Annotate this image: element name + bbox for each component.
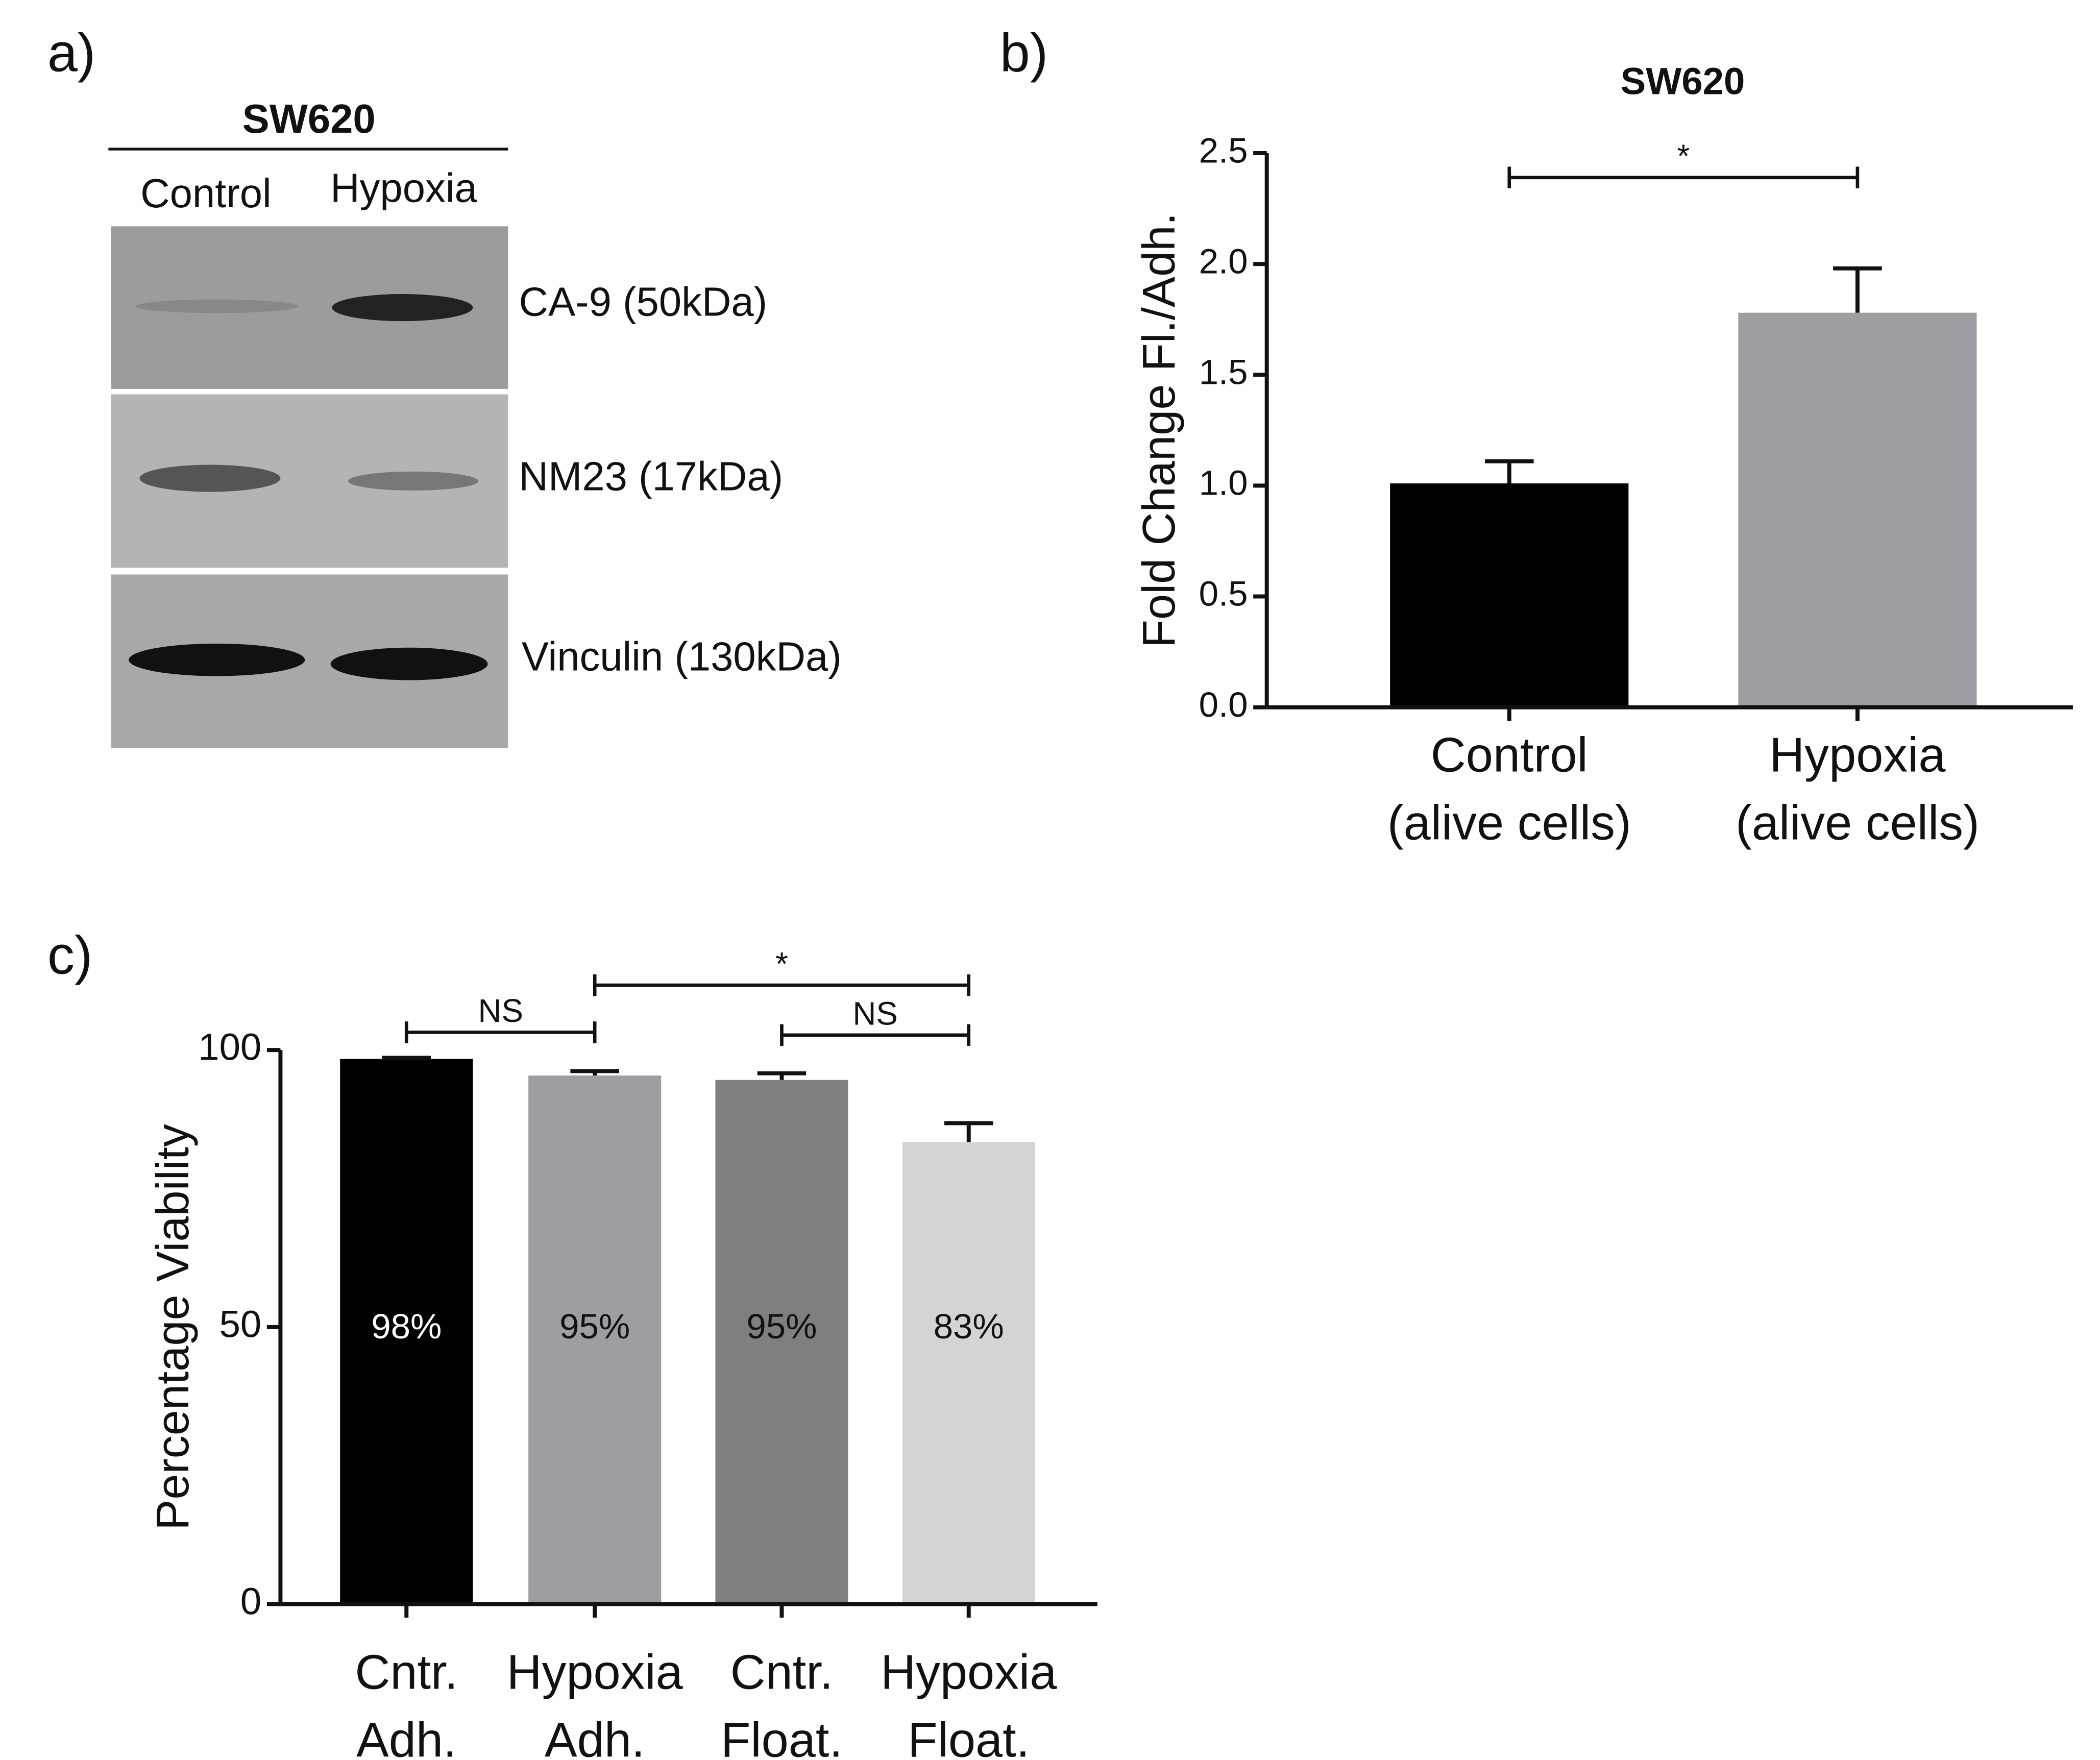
band <box>139 465 281 492</box>
lane-label: Hypoxia <box>330 165 477 210</box>
y-tick-label: 0.0 <box>1199 685 1248 724</box>
significance-label: NS <box>478 993 523 1029</box>
x-tick-label: Cntr. <box>730 1646 834 1700</box>
panel-label: c) <box>47 925 92 985</box>
value-label: 95% <box>746 1307 817 1346</box>
x-tick-label: Cntr. <box>355 1646 458 1700</box>
y-tick-label: 0 <box>240 1580 261 1622</box>
x-tick-label: Control <box>1431 728 1588 783</box>
band <box>332 294 473 322</box>
y-tick-label: 1.5 <box>1199 352 1248 392</box>
x-tick-label: Float. <box>721 1713 843 1760</box>
significance-label: * <box>1677 138 1690 174</box>
x-tick-label: Adh. <box>356 1713 457 1760</box>
value-label: 98% <box>371 1307 442 1346</box>
western-blot: SW620 Control Hypoxia CA-9 (50kDa) NM23 … <box>108 96 842 748</box>
y-tick-label: 1.0 <box>1199 463 1248 503</box>
y-tick-label: 2.5 <box>1199 131 1248 170</box>
y-axis-label: Fold Change Fl./Adh. <box>1133 212 1185 648</box>
bar <box>528 1075 662 1604</box>
band-label: Vinculin (130kDa) <box>522 634 842 679</box>
error-bar <box>757 1071 807 1080</box>
error-bar <box>944 1121 993 1142</box>
band-label: CA-9 (50kDa) <box>519 279 768 324</box>
y-tick-label: 0.5 <box>1199 574 1248 614</box>
lane-label: Control <box>140 170 272 216</box>
bar <box>715 1080 848 1604</box>
band-label: NM23 (17kDa) <box>519 454 784 499</box>
value-label: 95% <box>559 1307 630 1346</box>
x-tick-label: Adh. <box>545 1713 645 1760</box>
panel-label: b) <box>1000 23 1048 83</box>
bar <box>902 1142 1035 1604</box>
bar <box>1738 312 1977 707</box>
y-axis-label: Percentage Viability <box>147 1124 199 1530</box>
x-tick-label: (alive cells) <box>1387 796 1631 850</box>
x-tick-label: Float. <box>908 1713 1030 1760</box>
x-tick-label: Hypoxia <box>881 1646 1057 1700</box>
value-label: 83% <box>934 1307 1004 1346</box>
significance-bracket <box>780 1024 971 1046</box>
error-bar <box>382 1056 431 1060</box>
significance-bracket <box>593 974 971 996</box>
significance-label: NS <box>852 995 897 1032</box>
bar <box>340 1059 473 1604</box>
significance-bracket <box>404 1021 597 1043</box>
x-tick-label: (alive cells) <box>1736 796 1980 850</box>
y-tick-label: 100 <box>198 1026 261 1068</box>
error-bar <box>1833 266 1882 313</box>
panel-label: a) <box>47 23 95 83</box>
error-bar <box>570 1069 619 1076</box>
band <box>135 299 298 313</box>
band <box>129 643 305 676</box>
band <box>348 471 478 491</box>
x-tick-label: Hypoxia <box>1769 728 1946 783</box>
y-tick-label: 50 <box>219 1303 262 1346</box>
band <box>330 647 488 680</box>
blot-title: SW620 <box>242 96 376 141</box>
bar <box>1390 483 1629 707</box>
y-tick-label: 2.0 <box>1199 241 1248 281</box>
x-tick-label: Hypoxia <box>507 1646 683 1700</box>
error-bar <box>1484 459 1534 484</box>
significance-bracket <box>1507 166 1860 189</box>
chart-title: SW620 <box>1621 60 1745 102</box>
significance-label: * <box>775 946 788 982</box>
